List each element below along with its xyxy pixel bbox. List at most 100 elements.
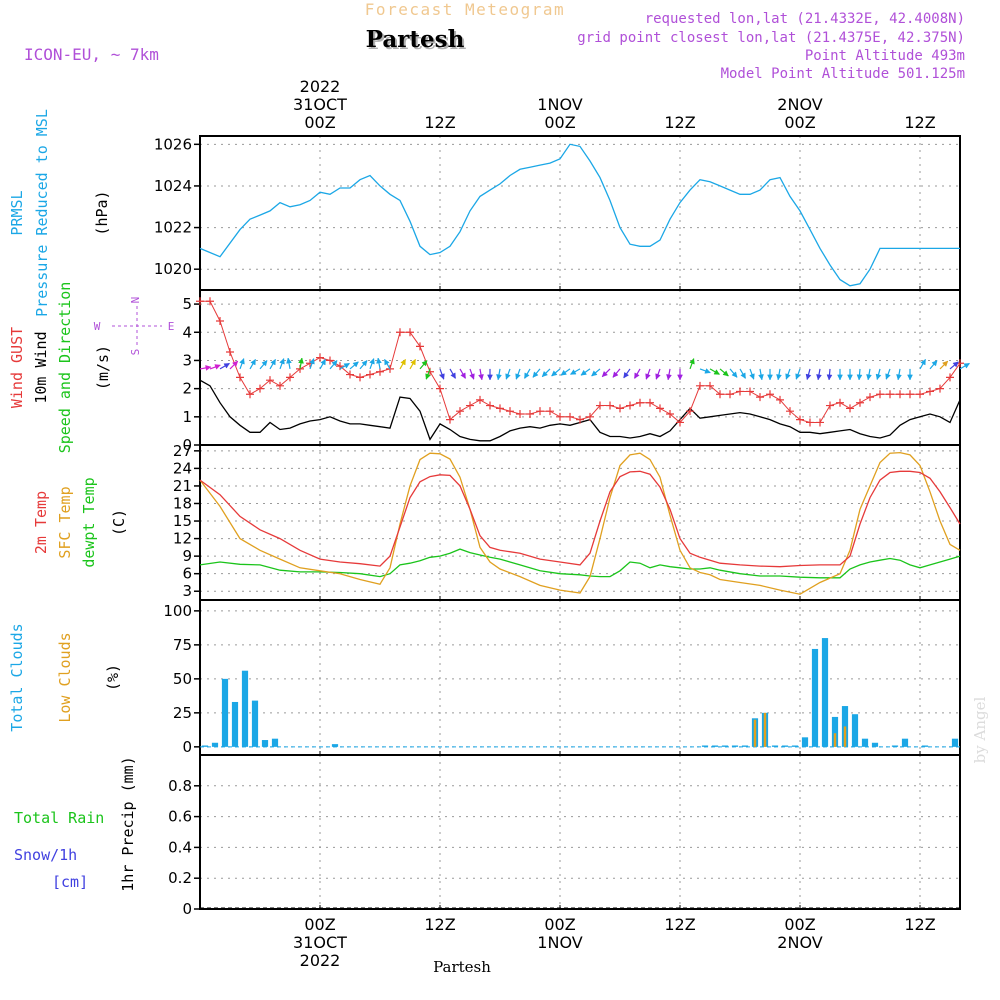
total-cloud-bar: [251, 700, 259, 747]
model-label: ICON-EU, ~ 7km: [24, 45, 159, 64]
bottom-time-label: 31OCT: [293, 933, 347, 952]
wind-arrow-head: [439, 373, 445, 380]
gust-marker: [806, 418, 814, 427]
gust-marker: [896, 390, 904, 399]
gust-marker: [836, 398, 844, 407]
wind-arrow-head: [767, 374, 773, 381]
y-tick-label: 6: [182, 565, 192, 583]
wind-arrow: [298, 357, 304, 370]
wind-arrow-head: [286, 357, 292, 364]
wind-arrow-head: [376, 357, 382, 364]
precip-legend-label: [cm]: [52, 873, 88, 891]
wind-arrow-head: [866, 374, 872, 381]
wind-arrow-head: [541, 370, 548, 378]
wind-arrow: [279, 358, 285, 370]
gust-marker: [366, 370, 374, 379]
total-cloud-bar: [271, 738, 279, 747]
bottom-time-label: 12Z: [664, 915, 695, 934]
wind-arrow-head: [963, 363, 971, 369]
top-time-label: 00Z: [304, 113, 335, 132]
wind-arrow-head: [352, 361, 359, 368]
gust-marker: [926, 387, 934, 396]
gust-marker: [586, 412, 594, 421]
wind-arrow-head: [361, 360, 368, 367]
gust-marker: [526, 410, 534, 418]
gust-marker: [746, 387, 754, 396]
y-tick-label: 1022: [154, 219, 192, 237]
total-cloud-bar: [201, 745, 209, 747]
gust-marker: [636, 398, 644, 407]
panel-unit: 1hr Precip (mm): [119, 756, 137, 891]
low-cloud-bar: [763, 712, 767, 747]
gust-marker: [516, 410, 524, 418]
wind-arrow: [666, 368, 672, 381]
top-time-label: 12Z: [904, 113, 935, 132]
wind-arrow-head: [369, 358, 375, 365]
bottom-time-label: 2NOV: [777, 933, 822, 952]
gust-marker: [256, 384, 264, 393]
gust-marker: [496, 404, 504, 413]
total-cloud-bar: [261, 740, 269, 747]
wind-arrow-head: [795, 373, 801, 380]
wind-arrow-head: [689, 358, 695, 365]
total-cloud-bar: [241, 670, 249, 747]
total-cloud-bar: [231, 701, 239, 747]
wind-arrow: [229, 360, 239, 370]
gust-marker: [326, 356, 334, 365]
total-cloud-bar: [211, 742, 219, 747]
wind-arrow-head: [505, 373, 511, 380]
y-tick-label: 9: [182, 547, 192, 565]
panel-label: Speed and Direction: [56, 282, 74, 454]
bottom-time-label: 12Z: [904, 915, 935, 934]
wind-arrow-head: [634, 372, 640, 379]
y-tick-label: 2: [182, 380, 192, 398]
wind-arrow: [826, 368, 833, 381]
gust-marker: [646, 398, 654, 407]
wind-arrow: [383, 358, 391, 370]
wind-arrow: [739, 368, 747, 379]
gust-marker: [916, 390, 924, 399]
wind-arrow: [875, 368, 882, 381]
gust-marker: [206, 297, 214, 306]
panel-precip-frame: [199, 754, 961, 910]
wind-arrow-head: [384, 358, 390, 366]
gust-marker: [856, 398, 864, 407]
wind-arrow: [939, 360, 949, 370]
wind-arrow: [837, 368, 843, 381]
wind-arrow: [269, 358, 277, 370]
gust-marker: [786, 407, 794, 416]
wind-arrow: [409, 358, 417, 370]
wind-arrow-head: [713, 369, 721, 375]
panel-pressure-background: [200, 136, 960, 290]
gust-marker: [266, 376, 274, 385]
compass-e: E: [168, 320, 175, 333]
y-tick-label: 21: [173, 477, 192, 495]
gust-marker: [696, 381, 704, 390]
wind-arrow: [645, 368, 651, 380]
wind-arrow-head: [214, 364, 221, 370]
total-cloud-bar: [871, 742, 879, 747]
wind-arrow-head: [805, 373, 812, 381]
wind-arrow: [795, 368, 801, 380]
gust-marker: [506, 407, 514, 416]
wind-arrow-head: [551, 370, 558, 377]
wind-arrow: [551, 368, 561, 377]
low-cloud-bar: [753, 719, 757, 747]
panel-label: SFC Temp: [56, 486, 74, 558]
total-cloud-bar: [711, 745, 719, 747]
total-cloud-bar: [721, 745, 729, 747]
wind-arrow: [633, 368, 641, 379]
top-time-label: 2NOV: [777, 95, 822, 114]
wind-arrow-head: [469, 373, 475, 380]
top-time-label: 2022: [300, 77, 341, 96]
wind-arrow: [199, 365, 212, 371]
total-cloud-bar: [701, 745, 709, 747]
wind-arrow: [541, 368, 551, 378]
precip-legend-label: Snow/1h: [14, 846, 77, 864]
station-title: Partesh: [366, 26, 465, 53]
gust-marker: [446, 415, 454, 424]
panel-unit: (%): [104, 664, 122, 691]
pressure-line: [199, 143, 960, 287]
wind-arrow-head: [478, 374, 484, 381]
